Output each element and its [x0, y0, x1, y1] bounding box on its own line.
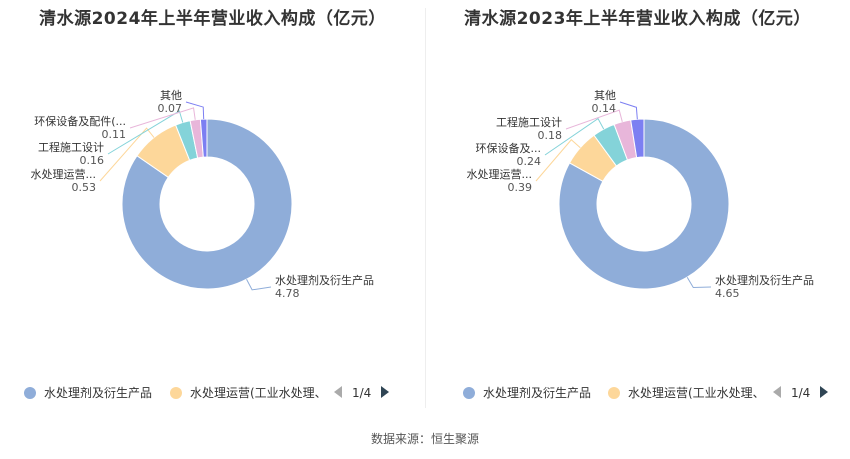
legend-next-arrow-icon[interactable] [381, 386, 390, 398]
leader-line [99, 127, 155, 182]
slice-category-label: 水处理剂及衍生产品 [275, 273, 374, 287]
slice-category-label: 环保设备及... [476, 141, 542, 155]
chart-legend: 水处理剂及衍生产品 水处理运营(工业水处理、 1/4 [0, 382, 425, 404]
leader-line [565, 109, 623, 130]
legend-item[interactable]: 水处理剂及衍生产品 [24, 385, 152, 401]
leader-line [535, 139, 581, 182]
slice-category-label: 工程施工设计 [496, 116, 562, 129]
slice-value-label: 0.39 [508, 181, 533, 194]
slice-value-label: 0.07 [158, 102, 183, 115]
legend-dot [170, 387, 182, 399]
data-source-note: 数据来源：恒生聚源 [370, 432, 479, 446]
slice-value-label: 0.16 [80, 154, 105, 167]
slice-value-label: 0.11 [102, 128, 127, 141]
legend-page-indicator: 1/4 [352, 386, 372, 400]
chart-title: 清水源2023年上半年营业收入构成（亿元） [464, 9, 811, 29]
legend-label: 水处理运营(工业水处理、 [628, 386, 765, 400]
slice-category-label: 其他 [160, 89, 182, 102]
slice-category-label: 工程施工设计 [38, 141, 104, 154]
chart-panel-2023: 清水源2023年上半年营业收入构成（亿元） 水处理剂及衍生产品 4.65 水处理运营… [425, 0, 850, 420]
donut-slice[interactable] [558, 118, 730, 290]
chart-panel-2024: 清水源2024年上半年营业收入构成（亿元） 水处理剂及衍生产品 4.78 水处理运营… [0, 0, 425, 420]
slice-category-label: 其他 [594, 89, 616, 102]
legend-prev-arrow-icon[interactable] [334, 386, 342, 398]
slice-value-label: 4.78 [275, 287, 300, 300]
chart-legend: 水处理剂及衍生产品 水处理运营(工业水处理、 1/4 [425, 382, 850, 404]
slice-value-label: 0.24 [517, 155, 542, 168]
legend-item[interactable]: 水处理运营(工业水处理、 [170, 385, 327, 401]
slice-value-label: 0.53 [72, 181, 97, 194]
leader-line [544, 117, 605, 156]
legend-next-arrow-icon[interactable] [820, 386, 829, 398]
legend-dot [463, 387, 475, 399]
slice-value-label: 4.65 [715, 287, 740, 300]
legend-dot [24, 387, 36, 399]
slice-category-label: 水处理运营... [467, 167, 533, 181]
legend-pager: 1/4 [334, 385, 390, 401]
legend-page-indicator: 1/4 [791, 386, 811, 400]
legend-dot [608, 387, 620, 399]
legend-label: 水处理剂及衍生产品 [483, 386, 592, 400]
legend-pager: 1/4 [773, 385, 829, 401]
leader-line [185, 101, 205, 120]
leader-line [619, 101, 638, 120]
panel-divider [425, 8, 426, 408]
slice-value-label: 0.18 [538, 129, 563, 142]
leader-line [686, 276, 712, 289]
slice-value-label: 0.14 [592, 102, 617, 115]
donut-slice[interactable] [121, 118, 293, 290]
slice-category-label: 水处理剂及衍生产品 [715, 273, 814, 287]
leader-line [129, 107, 196, 129]
leader-line [107, 110, 184, 155]
legend-prev-arrow-icon[interactable] [773, 386, 781, 398]
donut-slice[interactable] [199, 118, 208, 158]
legend-item[interactable]: 水处理剂及衍生产品 [463, 385, 591, 401]
slice-category-label: 环保设备及配件(... [34, 114, 126, 128]
donut-slice[interactable] [630, 118, 645, 159]
leader-line [246, 279, 272, 291]
chart-title: 清水源2024年上半年营业收入构成（亿元） [39, 9, 386, 29]
slice-category-label: 水处理运营... [31, 167, 97, 181]
legend-label: 水处理剂及衍生产品 [44, 386, 153, 400]
legend-item[interactable]: 水处理运营(工业水处理、 [608, 385, 765, 401]
legend-label: 水处理运营(工业水处理、 [190, 386, 327, 400]
